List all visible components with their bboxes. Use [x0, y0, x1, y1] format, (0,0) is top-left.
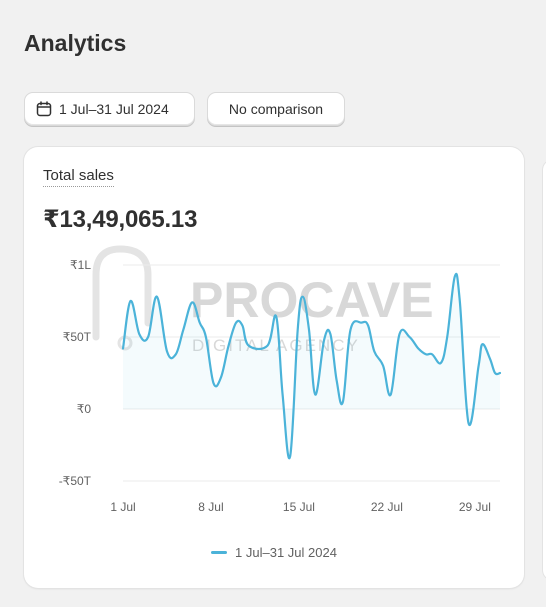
- comparison-button[interactable]: No comparison: [207, 92, 345, 126]
- x-tick-label: 22 Jul: [371, 500, 403, 514]
- x-tick-label: 29 Jul: [459, 500, 491, 514]
- chart-legend: 1 Jul–31 Jul 2024: [24, 545, 524, 560]
- page-title: Analytics: [24, 30, 127, 56]
- total-sales-card: Total sales ₹13,49,065.13 PROCAVE DIGITA…: [24, 147, 524, 588]
- legend-swatch: [211, 551, 228, 554]
- y-tick-label: ₹0: [77, 402, 92, 416]
- x-tick-label: 8 Jul: [198, 500, 223, 514]
- y-tick-label: ₹1L: [70, 258, 91, 272]
- x-tick-label: 15 Jul: [283, 500, 315, 514]
- series-line[interactable]: [121, 272, 502, 460]
- watermark-tagline: DIGITAL AGENCY: [192, 336, 360, 355]
- metric-value: ₹13,49,065.13: [43, 206, 198, 233]
- legend-series-label[interactable]: 1 Jul–31 Jul 2024: [235, 545, 337, 560]
- date-range-button[interactable]: 1 Jul–31 Jul 2024: [24, 92, 195, 126]
- calendar-icon: [36, 101, 52, 117]
- sales-line-chart[interactable]: PROCAVE DIGITAL AGENCY ₹1L ₹50T ₹0 -₹50T 1 …: [24, 147, 524, 588]
- y-tick-label: -₹50T: [59, 474, 92, 488]
- y-tick-label: ₹50T: [63, 330, 92, 344]
- comparison-label: No comparison: [228, 101, 324, 117]
- date-range-label: 1 Jul–31 Jul 2024: [59, 101, 169, 117]
- watermark-brand: PROCAVE: [190, 272, 434, 328]
- x-tick-label: 1 Jul: [110, 500, 135, 514]
- adjacent-card-edge: [543, 160, 546, 580]
- metric-label[interactable]: Total sales: [43, 167, 114, 187]
- watermark-logo: PROCAVE DIGITAL AGENCY: [92, 245, 434, 355]
